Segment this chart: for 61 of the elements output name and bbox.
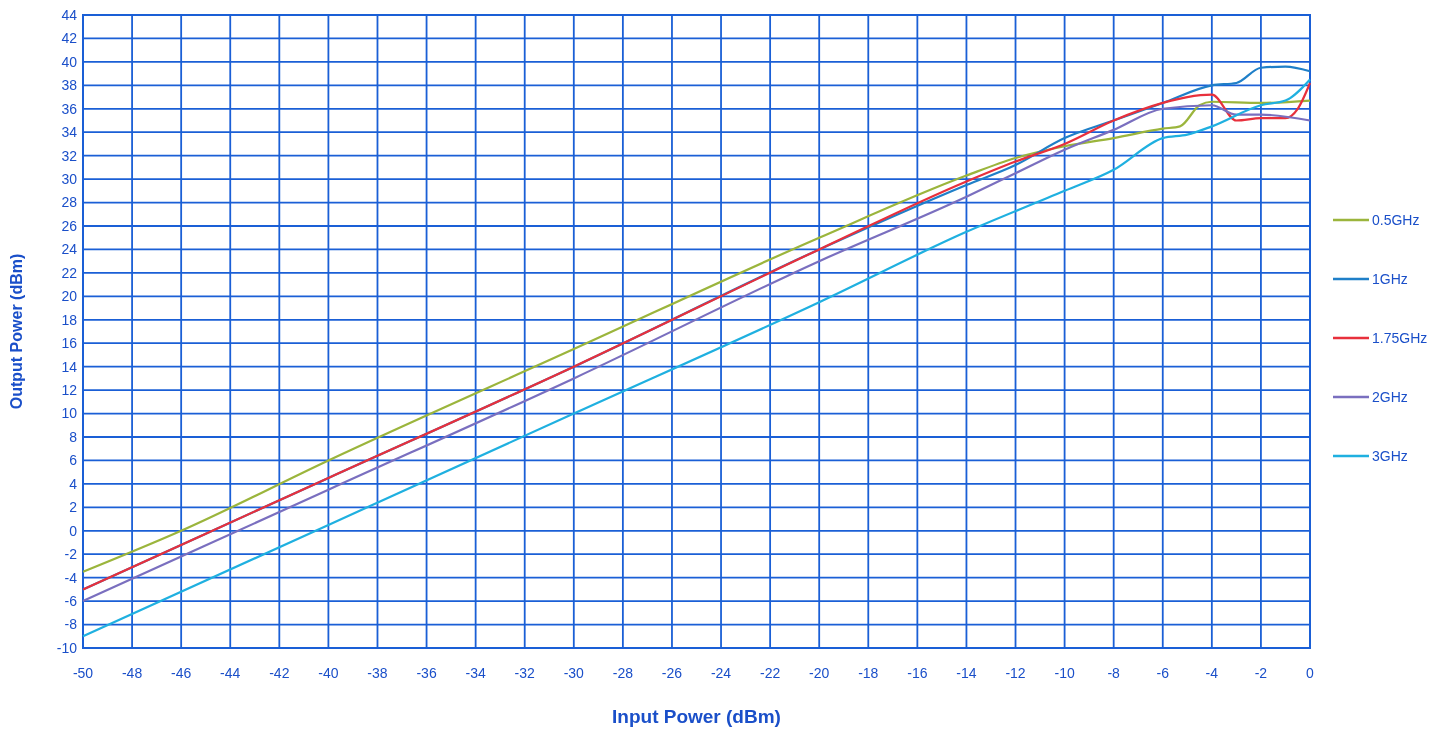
x-tick-label: -22 — [760, 665, 781, 681]
y-tick-label: 12 — [61, 382, 78, 399]
x-tick-label: -36 — [416, 665, 437, 681]
x-tick-label: -8 — [1107, 665, 1121, 681]
legend-label: 3GHz — [1372, 447, 1408, 464]
y-tick-label: -8 — [64, 616, 78, 633]
x-axis-title: Input Power (dBm) — [612, 706, 781, 727]
y-tick-label: 32 — [61, 147, 78, 164]
x-tick-label: -2 — [1254, 665, 1268, 681]
x-tick-label: -12 — [1005, 665, 1026, 681]
y-tick-label: 18 — [61, 311, 78, 328]
x-tick-label: -34 — [465, 665, 486, 681]
legend-label: 1GHz — [1372, 270, 1408, 287]
y-tick-label: 14 — [61, 358, 78, 375]
x-tick-label: -6 — [1156, 665, 1170, 681]
y-tick-label: 38 — [61, 77, 78, 94]
y-axis-title: Output Power (dBm) — [8, 253, 25, 410]
y-tick-label: 10 — [61, 405, 78, 422]
y-tick-label: 40 — [61, 53, 78, 70]
y-tick-label: 28 — [61, 194, 78, 211]
legend-label: 2GHz — [1372, 388, 1408, 405]
y-tick-label: 20 — [61, 288, 78, 305]
y-tick-label: 6 — [69, 452, 78, 469]
x-tick-label: -38 — [367, 665, 388, 681]
x-tick-label: -16 — [907, 665, 928, 681]
y-tick-label: -6 — [64, 593, 78, 610]
x-tick-label: -26 — [661, 665, 683, 681]
x-tick-label: -50 — [72, 665, 94, 681]
x-tick-label: -44 — [220, 665, 241, 681]
y-tick-label: -10 — [56, 639, 78, 656]
legend-label: 1.75GHz — [1372, 329, 1428, 346]
x-tick-label: 0 — [1306, 665, 1315, 681]
y-tick-label: 24 — [61, 241, 78, 258]
x-tick-label: -46 — [171, 665, 192, 681]
y-tick-label: 0 — [69, 522, 78, 539]
x-tick-label: -10 — [1054, 665, 1075, 681]
y-tick-label: 4 — [69, 475, 78, 492]
y-tick-label: 8 — [69, 428, 78, 445]
x-tick-label: -28 — [612, 665, 634, 681]
legend-label: 0.5GHz — [1372, 211, 1420, 228]
x-tick-label: -48 — [121, 665, 143, 681]
y-tick-label: 16 — [61, 335, 78, 352]
y-tick-label: 26 — [61, 217, 78, 234]
y-tick-label: -2 — [64, 546, 78, 563]
y-tick-label: 22 — [61, 264, 78, 281]
y-tick-label: 44 — [61, 6, 78, 23]
y-tick-label: 36 — [61, 100, 78, 117]
y-tick-label: 34 — [61, 124, 78, 141]
x-tick-label: -42 — [269, 665, 290, 681]
x-tick-label: -24 — [710, 665, 732, 681]
y-tick-label: 42 — [61, 30, 78, 47]
x-tick-label: -14 — [956, 665, 977, 681]
x-tick-label: -30 — [563, 665, 585, 681]
x-tick-label: -18 — [858, 665, 879, 681]
x-tick-label: -4 — [1205, 665, 1219, 681]
y-tick-label: 30 — [61, 171, 78, 188]
x-tick-label: -40 — [318, 665, 339, 681]
y-tick-label: -4 — [64, 569, 78, 586]
x-tick-label: -20 — [809, 665, 830, 681]
x-tick-label: -32 — [514, 665, 536, 681]
y-tick-label: 2 — [69, 499, 78, 516]
